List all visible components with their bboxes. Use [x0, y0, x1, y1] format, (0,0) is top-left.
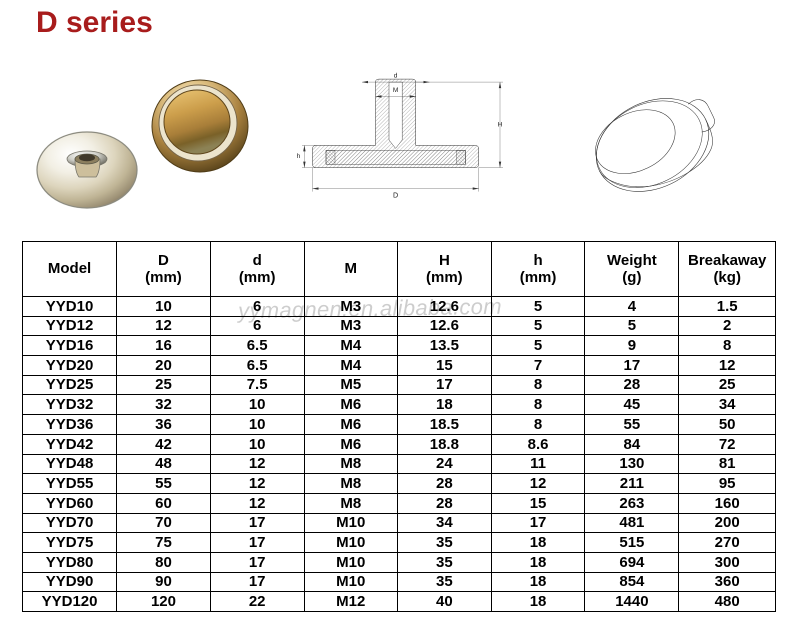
- svg-text:M: M: [393, 86, 398, 94]
- svg-text:H: H: [498, 121, 503, 129]
- svg-text:D: D: [393, 191, 398, 199]
- svg-text:h: h: [297, 152, 301, 160]
- svg-text:d: d: [394, 72, 398, 80]
